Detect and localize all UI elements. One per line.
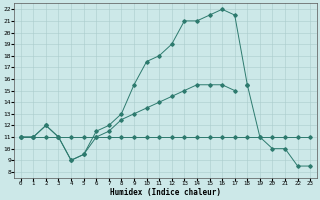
X-axis label: Humidex (Indice chaleur): Humidex (Indice chaleur) xyxy=(110,188,221,197)
